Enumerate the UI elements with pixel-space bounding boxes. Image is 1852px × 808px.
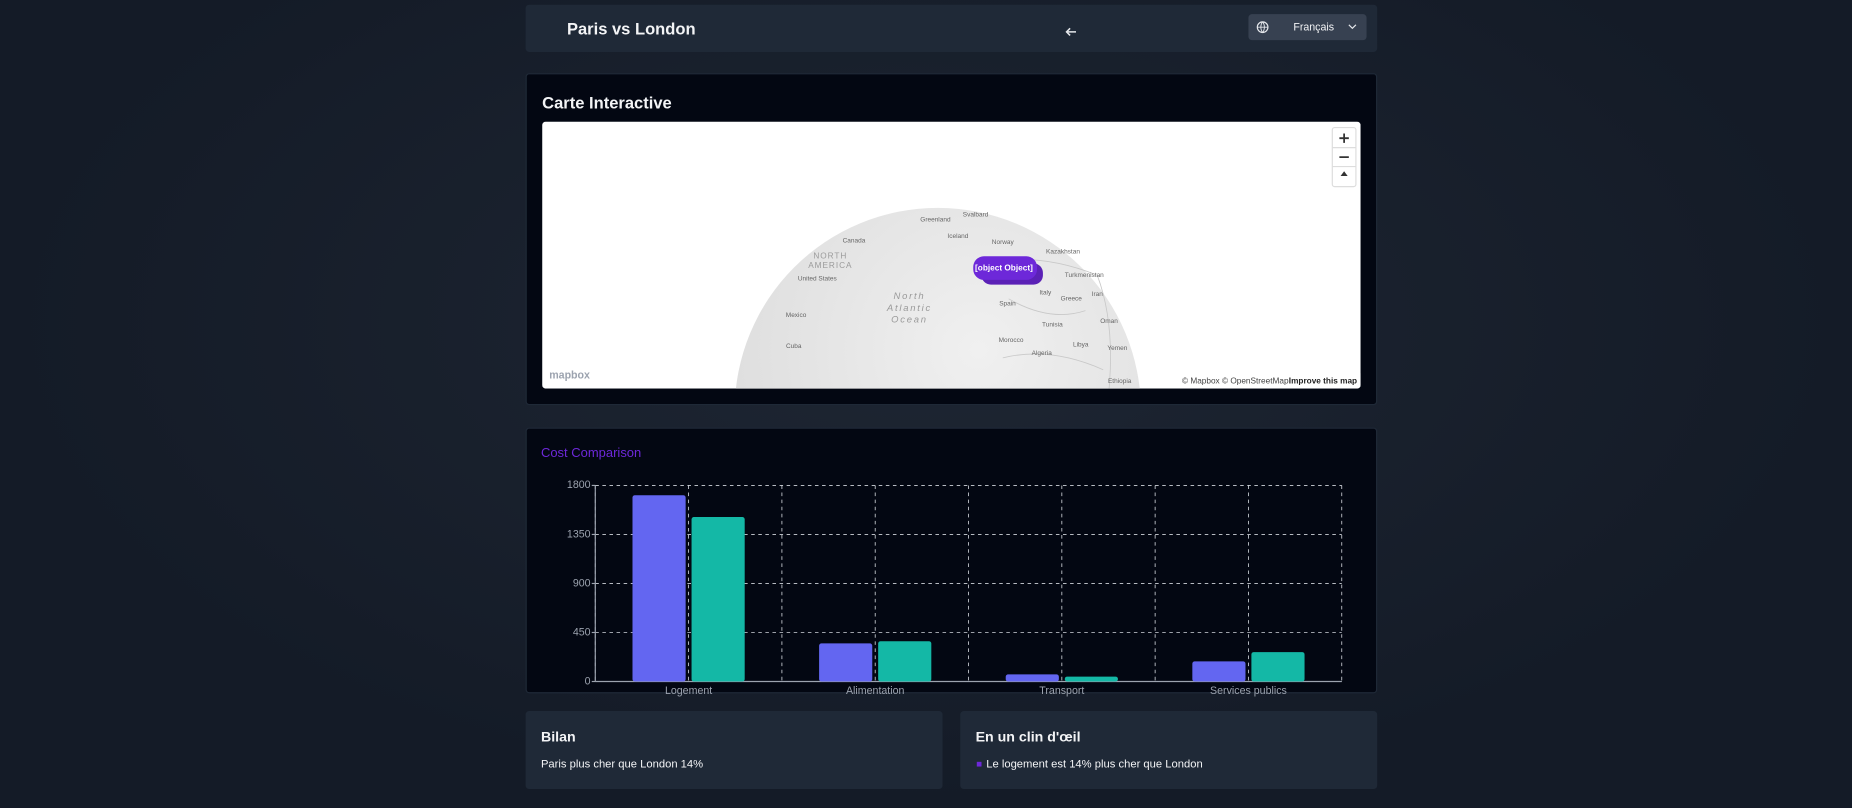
map-label: AMERICA (808, 261, 852, 270)
map-label: Iran (1092, 291, 1104, 298)
bar (878, 641, 932, 682)
attribution[interactable]: © Mapbox © OpenStreetMap (1182, 377, 1289, 386)
map-label: Greece (1061, 296, 1083, 303)
summary-text: Paris plus cher que London 14% (540, 758, 704, 772)
back-icon[interactable] (1064, 25, 1078, 39)
y-tick-label: 900 (573, 577, 591, 589)
glance-item: Le logement est 14% plus cher que London (986, 758, 1203, 772)
y-tick-label: 450 (573, 626, 591, 638)
chevron-icon (1348, 24, 1357, 30)
map-label: Canada (843, 238, 866, 245)
map-logo: mapbox (549, 369, 590, 381)
x-tick-label: Transport (1039, 685, 1084, 697)
bar (1251, 652, 1305, 682)
y-tick-label: 0 (585, 675, 591, 687)
zoom-controls (1331, 126, 1357, 188)
page-title: Paris vs London (566, 18, 696, 38)
map-label: NORTH (813, 251, 847, 260)
x-tick-label: Logement (665, 685, 712, 697)
map-label: Norway (992, 239, 1015, 246)
glance-title: En un clin d'œil (975, 728, 1081, 746)
globe (735, 207, 1140, 389)
bar (1192, 661, 1246, 682)
language-label: Français (1293, 21, 1335, 34)
bullet (976, 761, 982, 767)
map-label: Oman (1100, 318, 1118, 325)
marker-label: [object Object] (975, 263, 1033, 272)
x-tick-label: Alimentation (846, 685, 905, 697)
map-label: Turkmenistan (1065, 272, 1104, 279)
map-label: Yemen (1107, 345, 1127, 352)
map-title: Carte Interactive (542, 93, 672, 113)
chart-title: Cost Comparison (541, 445, 641, 460)
y-tick-label: 1350 (567, 528, 591, 540)
y-tick-label: 1800 (567, 479, 591, 491)
bar (1005, 674, 1059, 682)
map-label: Libya (1073, 342, 1089, 349)
map-label: Iceland (947, 233, 968, 240)
map-label: Spain (999, 300, 1016, 307)
attribution-bg (1179, 373, 1361, 389)
improve-link[interactable]: Improve this map (1289, 377, 1357, 386)
x-tick-label: Services publics (1210, 685, 1287, 697)
language-select[interactable]: Français (1248, 14, 1367, 41)
zoom-in[interactable] (1339, 133, 1349, 143)
map-label: Ocean (891, 315, 928, 326)
compass[interactable] (1340, 171, 1348, 176)
summary-card: Bilan Paris plus cher que London 14% (525, 711, 943, 789)
map-label: Kazakhstan (1046, 248, 1080, 255)
map-label: Morocco (999, 337, 1024, 344)
map-label: North (893, 291, 925, 302)
bar (1064, 676, 1118, 682)
map-label: Svalbard (963, 212, 989, 219)
summary-title: Bilan (540, 728, 576, 746)
map-label: Ethiopia (1108, 378, 1132, 385)
map-label: Algeria (1032, 350, 1053, 357)
chart: Cost Comparison 0 450 900 1350 1800 Logement A… (541, 445, 1343, 697)
map-label: Cuba (786, 343, 802, 350)
globe-icon (1256, 21, 1269, 34)
map-label: Mexico (786, 312, 807, 319)
glance-card: En un clin d'œil Le logement est 14% plu… (960, 711, 1378, 789)
map-label: Greenland (920, 216, 951, 223)
bar (691, 517, 745, 682)
map-label: United States (798, 275, 838, 282)
map-label: Italy (1039, 290, 1052, 297)
map[interactable]: Greenland Svalbard Canada Iceland Norway Kaza… (542, 121, 1361, 389)
bar (632, 495, 686, 682)
header: Paris vs London Français (525, 4, 1378, 52)
marker[interactable] (973, 256, 1038, 280)
map-label: Atlantic (886, 303, 932, 314)
map-label: Tunisia (1042, 322, 1063, 329)
bar (819, 643, 873, 682)
